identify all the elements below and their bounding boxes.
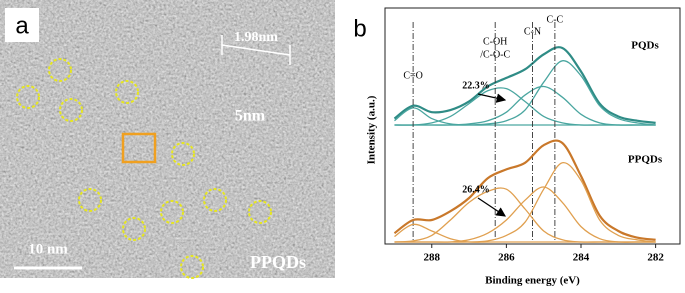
peak-label: C-N [524, 26, 541, 37]
component-line [394, 162, 656, 243]
peak-label: C-OH [483, 36, 507, 47]
inset-scale: 5nm [235, 108, 266, 125]
scale-bar-label: 10 nm [28, 241, 68, 257]
x-axis-label: Binding energy (eV) [485, 275, 580, 287]
annotation: 22.3% [462, 80, 490, 91]
annotation-arrow [477, 197, 506, 217]
peak-label: /C-O-C [480, 49, 510, 60]
peak-label: C-C [547, 14, 564, 25]
x-tick-label: 286 [498, 252, 515, 264]
component-line [394, 223, 656, 243]
plot-frame [384, 7, 681, 245]
peak-label: C=O [403, 70, 423, 81]
tem-image [0, 0, 335, 279]
annotation-arrow [477, 93, 507, 103]
sample-label: PQDs [631, 40, 659, 52]
annotation: 26.4% [462, 184, 490, 195]
y-axis-label: Intensity (a.u.) [366, 95, 378, 164]
envelope-line [393, 46, 656, 124]
panel-label: a [15, 12, 29, 39]
inset-size: 1.98nm [234, 30, 278, 45]
panel-label: b [353, 15, 366, 42]
x-tick-label: 288 [424, 252, 441, 264]
x-tick-label: 284 [573, 252, 590, 264]
sample-label: PPQDs [250, 252, 306, 272]
component-line [394, 60, 656, 126]
envelope-line [393, 139, 656, 241]
sample-label: PPQDs [628, 154, 663, 166]
x-tick-label: 282 [647, 252, 664, 264]
